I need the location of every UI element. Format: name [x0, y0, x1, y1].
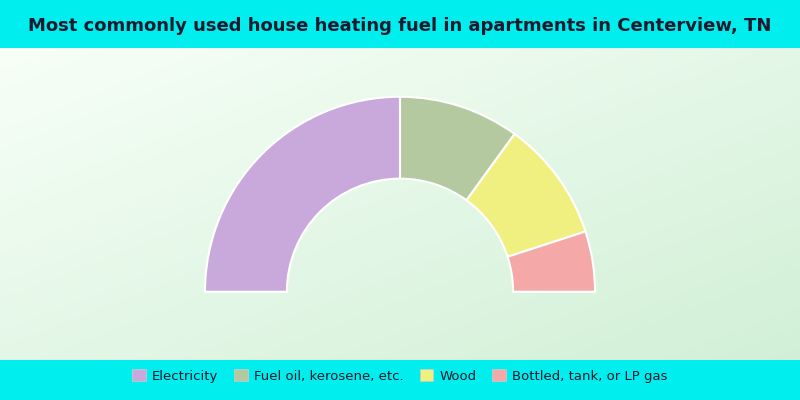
Legend: Electricity, Fuel oil, kerosene, etc., Wood, Bottled, tank, or LP gas: Electricity, Fuel oil, kerosene, etc., W…	[132, 369, 668, 383]
Wedge shape	[205, 97, 400, 292]
Wedge shape	[466, 134, 586, 257]
Text: Most commonly used house heating fuel in apartments in Centerview, TN: Most commonly used house heating fuel in…	[28, 17, 772, 35]
Wedge shape	[400, 97, 514, 200]
Wedge shape	[507, 232, 595, 292]
